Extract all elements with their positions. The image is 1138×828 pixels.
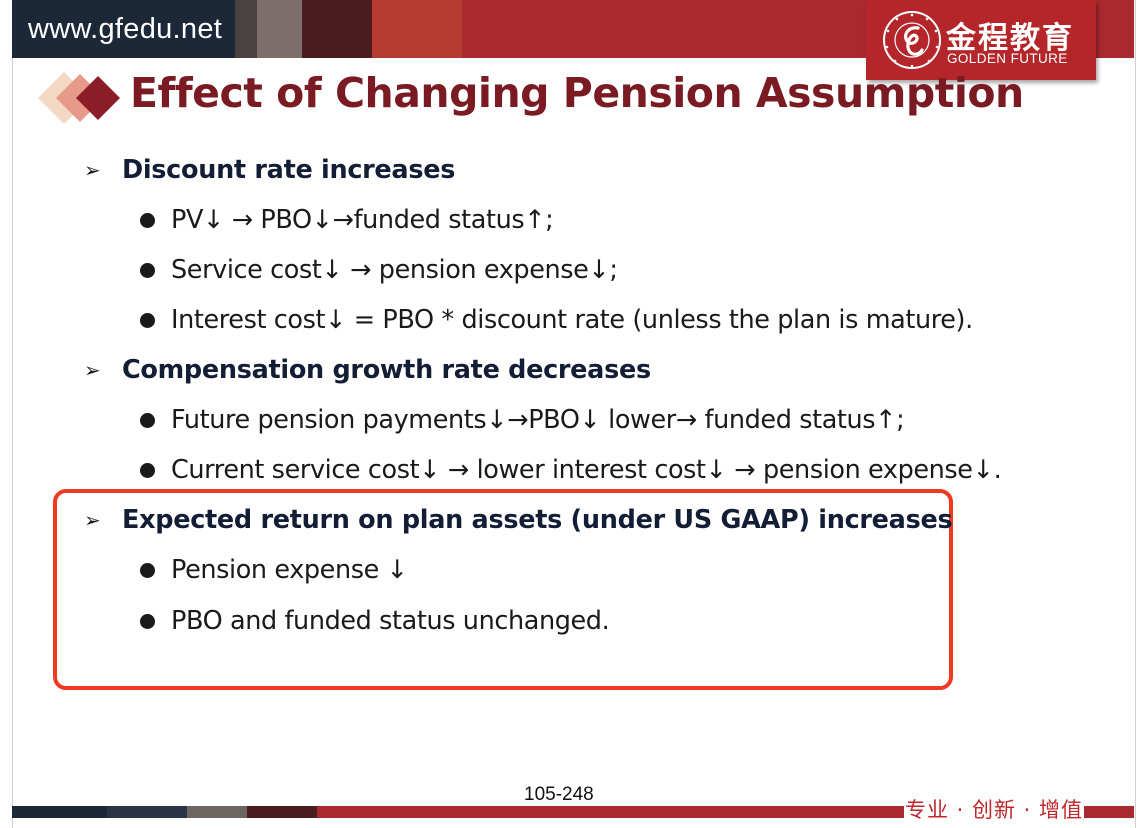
arrow-bullet-icon: ➢ xyxy=(84,158,101,182)
round-bullet-icon xyxy=(140,312,155,328)
page-number: 105-248 xyxy=(524,784,594,805)
list-item: Interest cost↓ = PBO * discount rate (un… xyxy=(140,303,973,337)
list-item: Future pension payments↓→PBO↓ lower→ fun… xyxy=(140,403,905,437)
bullet-text: Future pension payments↓→PBO↓ lower→ fun… xyxy=(171,405,905,435)
bullet-text: Interest cost↓ = PBO * discount rate (un… xyxy=(171,305,973,335)
arrow-bullet-icon: ➢ xyxy=(84,358,101,382)
heading-text: Discount rate increases xyxy=(122,155,456,185)
section-heading: ➢ Discount rate increases xyxy=(84,153,455,187)
list-item: Service cost↓ → pension expense↓; xyxy=(140,253,618,287)
section-heading: ➢ Expected return on plan assets (under … xyxy=(84,503,953,537)
slide-title: Effect of Changing Pension Assumption xyxy=(130,69,1024,117)
seal-icon xyxy=(883,11,941,69)
footer-tagline: 专业 · 创新 · 增值 xyxy=(904,794,1084,826)
section-heading: ➢ Compensation growth rate decreases xyxy=(84,353,651,387)
round-bullet-icon xyxy=(140,212,155,228)
diamonds-icon xyxy=(38,72,120,124)
round-bullet-icon xyxy=(140,462,155,478)
heading-text: Expected return on plan assets (under US… xyxy=(122,505,953,535)
brand-logo: 金程教育 GOLDEN FUTURE xyxy=(866,0,1096,80)
logo-english-name: GOLDEN FUTURE xyxy=(947,51,1068,66)
list-item: Pension expense ↓ xyxy=(140,553,408,587)
bullet-text: Current service cost↓ → lower interest c… xyxy=(171,455,1002,485)
list-item: PV↓ → PBO↓→funded status↑; xyxy=(140,203,554,237)
bullet-text: PBO and funded status unchanged. xyxy=(171,606,610,636)
bullet-text: PV↓ → PBO↓→funded status↑; xyxy=(171,205,554,235)
list-item: Current service cost↓ → lower interest c… xyxy=(140,453,1002,487)
slide xyxy=(12,0,1136,828)
logo-chinese-name: 金程教育 xyxy=(946,21,1074,56)
round-bullet-icon xyxy=(140,262,155,278)
highlight-box xyxy=(53,489,953,690)
site-url[interactable]: www.gfedu.net xyxy=(28,13,223,45)
bullet-text: Service cost↓ → pension expense↓; xyxy=(171,255,618,285)
round-bullet-icon xyxy=(140,613,155,629)
heading-text: Compensation growth rate decreases xyxy=(122,355,651,385)
arrow-bullet-icon: ➢ xyxy=(84,508,101,532)
round-bullet-icon xyxy=(140,412,155,428)
bullet-text: Pension expense ↓ xyxy=(171,555,408,585)
list-item: PBO and funded status unchanged. xyxy=(140,604,610,638)
round-bullet-icon xyxy=(140,562,155,578)
